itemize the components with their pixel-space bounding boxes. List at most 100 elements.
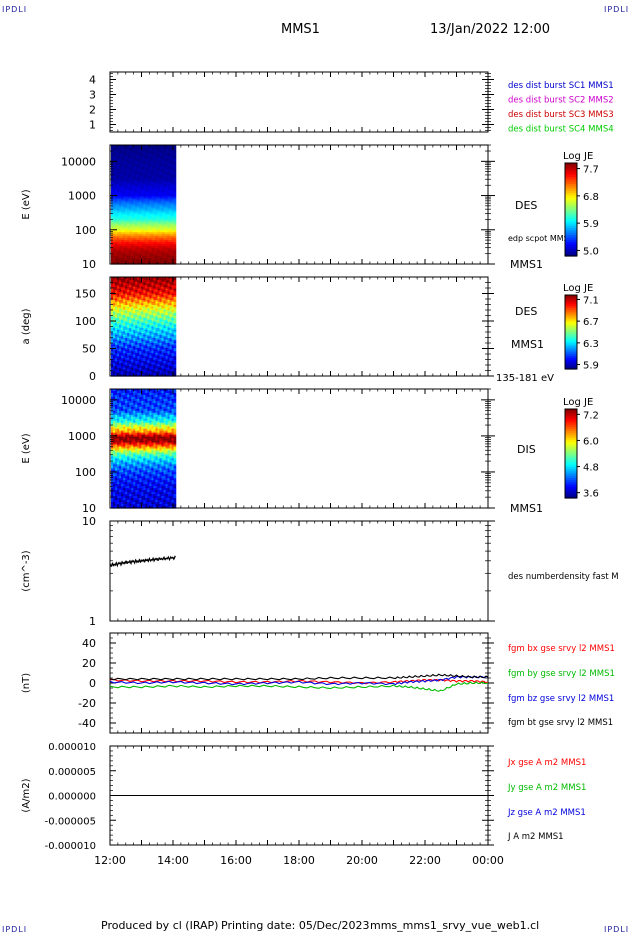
spectrogram-cell — [139, 148, 142, 152]
spectrogram-cell — [151, 152, 155, 156]
spectrogram-cell — [133, 234, 136, 237]
spectrogram-cell — [133, 252, 136, 255]
spectrogram-cell — [143, 232, 146, 235]
spectrogram-cell — [173, 334, 177, 337]
spectrogram-cell — [133, 394, 136, 398]
spectrogram-cell — [111, 364, 114, 367]
spectrogram-cell — [127, 252, 130, 255]
spectrogram-cell — [155, 410, 159, 414]
spectrogram-cell — [127, 412, 130, 416]
spectrogram-cell — [119, 258, 122, 261]
spectrogram-cell — [153, 154, 157, 158]
spectrogram-cell — [125, 303, 128, 306]
spectrogram-cell — [121, 202, 124, 206]
spectrogram-cell — [123, 162, 126, 166]
spectrogram-cell — [119, 222, 122, 225]
spectrogram-cell — [143, 361, 146, 364]
spectrogram-cell — [131, 172, 134, 176]
colorbar-swatch — [565, 218, 577, 222]
spectrogram-cell — [173, 392, 177, 396]
spectrogram-cell — [149, 158, 152, 162]
spectrogram-cell — [141, 347, 144, 351]
spectrogram-cell — [113, 347, 116, 351]
spectrogram-cell — [157, 295, 161, 298]
spectrogram-cell — [161, 361, 165, 364]
spectrogram-cell — [135, 414, 138, 418]
spectrogram-cell — [155, 344, 159, 347]
spectrogram-cell — [133, 293, 136, 296]
spectrogram-cell — [117, 216, 120, 219]
spectrogram-cell — [147, 240, 150, 243]
spectrogram-cell — [149, 238, 152, 241]
spectrogram-cell — [137, 210, 140, 214]
spectrogram-cell — [171, 404, 175, 408]
spectrogram-cell — [139, 285, 142, 288]
spectrogram-cell — [143, 160, 146, 164]
spectrogram-cell — [119, 148, 122, 152]
spectrogram-cell — [131, 150, 134, 154]
colorbar-swatch — [565, 304, 577, 307]
spectrogram-cell — [169, 286, 173, 290]
spectrogram-cell — [141, 372, 144, 375]
spectrogram-cell — [145, 278, 148, 281]
spectrogram-cell — [161, 369, 165, 372]
spectrogram-cell — [145, 192, 148, 196]
spectrogram-cell — [129, 242, 132, 245]
spectrogram-cell — [125, 158, 128, 162]
spectrogram-cell — [113, 204, 116, 208]
spectrogram-cell — [135, 190, 138, 194]
spectrogram-cell — [117, 162, 120, 166]
spectrogram-cell — [119, 356, 122, 359]
spectrogram-cell — [127, 329, 130, 333]
spectrogram-cell — [131, 162, 134, 166]
spectrogram-cell — [129, 349, 132, 352]
spectrogram-cell — [155, 314, 159, 318]
spectrogram-cell — [133, 280, 136, 283]
spectrogram-cell — [119, 323, 122, 326]
spectrogram-cell — [117, 148, 120, 152]
spectrogram-cell — [143, 180, 146, 184]
spectrogram-cell — [119, 310, 122, 313]
spectrogram-cell — [147, 277, 150, 280]
spectrogram-cell — [173, 226, 177, 229]
spectrogram-cell — [157, 283, 161, 286]
spectrogram-cell — [157, 240, 161, 243]
spectrogram-cell — [155, 283, 159, 286]
spectrogram-cell — [163, 204, 167, 208]
spectrogram-cell — [153, 230, 157, 233]
spectrogram-cell — [143, 351, 146, 354]
spectrogram-cell — [119, 174, 122, 178]
spectrogram-cell — [157, 296, 161, 300]
spectrogram-cell — [115, 354, 118, 357]
burst-legend-2: des dist burst SC2 MMS2 — [508, 96, 614, 106]
spectrogram-cell — [173, 313, 177, 316]
spectrogram-cell — [165, 226, 169, 229]
spectrogram-cell — [161, 208, 165, 212]
spectrogram-cell — [167, 400, 171, 404]
spectrogram-cell — [137, 361, 140, 364]
spectrogram-cell — [149, 170, 152, 174]
spectrogram-cell — [135, 156, 138, 160]
spectrogram-cell — [127, 291, 130, 295]
spectrogram-cell — [125, 331, 128, 334]
spectrogram-cell — [161, 194, 165, 198]
spectrogram-cell — [135, 356, 138, 359]
spectrogram-cell — [143, 178, 146, 182]
spectrogram-cell — [113, 318, 116, 321]
spectrogram-cell — [127, 296, 130, 300]
spectrogram-cell — [145, 408, 148, 412]
spectrogram-cell — [173, 339, 177, 342]
spectrogram-cell — [121, 352, 124, 356]
spectrogram-cell — [129, 359, 132, 362]
spectrogram-cell — [127, 190, 130, 194]
spectrogram-cell — [131, 301, 134, 304]
spectrogram-cell — [147, 194, 150, 198]
spectrogram-cell — [153, 214, 157, 217]
spectrogram-cell — [121, 366, 124, 369]
spectrogram-cell — [135, 371, 138, 374]
spectrogram-cell — [119, 288, 122, 291]
spectrogram-cell — [159, 354, 163, 357]
spectrogram-cell — [117, 283, 120, 286]
spectrogram-cell — [127, 389, 130, 392]
spectrogram-cell — [123, 291, 126, 295]
